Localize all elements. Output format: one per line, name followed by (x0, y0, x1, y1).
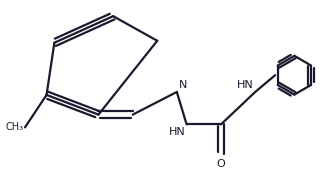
Text: HN: HN (169, 127, 186, 137)
Text: CH₃: CH₃ (5, 122, 23, 132)
Text: HN: HN (237, 80, 253, 90)
Text: N: N (178, 80, 187, 90)
Text: O: O (216, 159, 225, 169)
